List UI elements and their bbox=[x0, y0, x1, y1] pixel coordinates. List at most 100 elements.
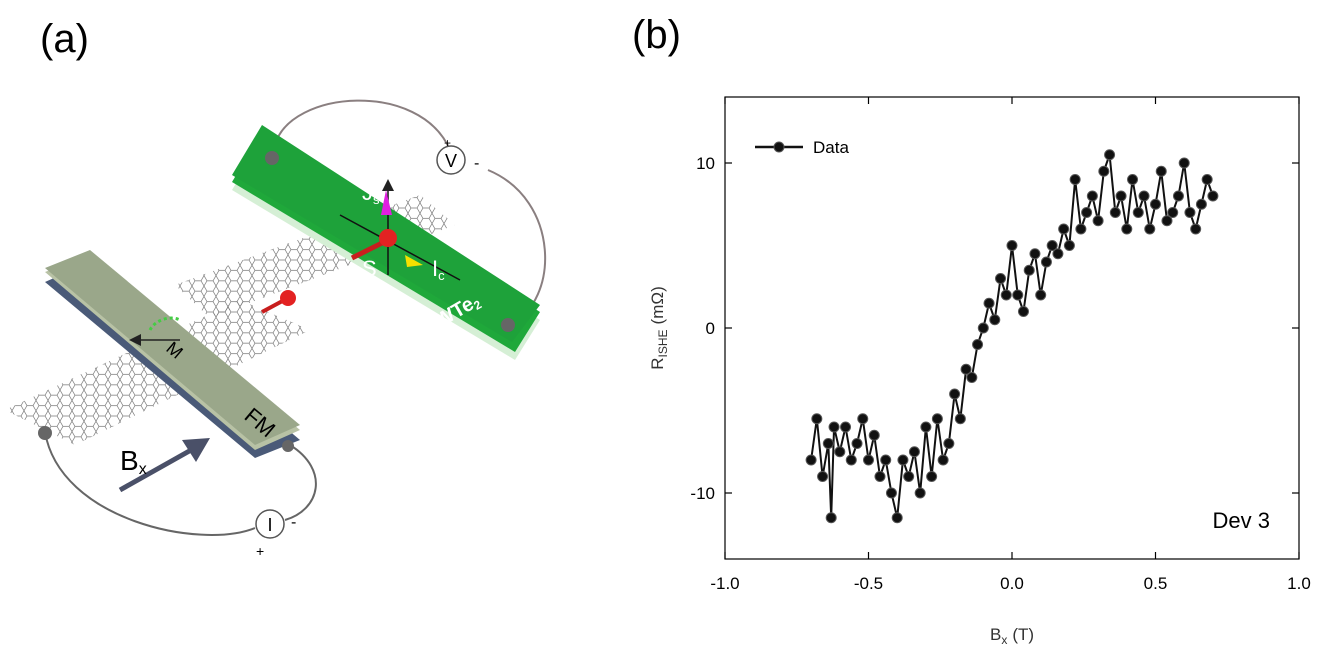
data-point bbox=[1052, 248, 1064, 260]
js-head bbox=[381, 190, 392, 215]
data-point bbox=[908, 446, 920, 458]
bx-main: B bbox=[120, 445, 139, 476]
x-axis-label: Bx (T) bbox=[990, 625, 1034, 647]
x-tick-label: 0.0 bbox=[1000, 574, 1024, 593]
wire bbox=[44, 431, 317, 536]
data-point bbox=[874, 471, 886, 482]
data-point bbox=[811, 413, 823, 425]
x-tick-label: -0.5 bbox=[854, 574, 883, 593]
voltmeter bbox=[436, 145, 466, 175]
data-point bbox=[822, 438, 834, 449]
y-label-sub: ISHE bbox=[656, 329, 670, 357]
data-point bbox=[1195, 198, 1207, 210]
js-label: Js bbox=[362, 180, 380, 207]
data-point bbox=[1172, 190, 1184, 202]
data-point bbox=[1092, 215, 1104, 227]
data-point bbox=[977, 322, 989, 334]
ammeter-minus: - bbox=[291, 514, 296, 531]
contact bbox=[38, 426, 52, 440]
x-tick-label: 1.0 bbox=[1287, 574, 1311, 593]
data-point bbox=[920, 421, 932, 433]
panel-label: (b) bbox=[632, 13, 681, 57]
js-main: J bbox=[362, 180, 373, 205]
ammeter bbox=[255, 509, 285, 539]
data-point bbox=[995, 273, 1007, 284]
data-point bbox=[1040, 256, 1052, 268]
data-point bbox=[1132, 207, 1144, 218]
plot-frame bbox=[724, 96, 1300, 560]
x-tick-label: -1.0 bbox=[710, 574, 739, 593]
data-point bbox=[817, 471, 829, 482]
ic-arrow bbox=[405, 255, 423, 267]
contact bbox=[501, 318, 515, 332]
data-point bbox=[1069, 174, 1081, 185]
data-point bbox=[891, 512, 903, 524]
data-point bbox=[1155, 165, 1167, 177]
data-point bbox=[954, 413, 966, 425]
voltmeter-label: V bbox=[445, 151, 457, 171]
data-point bbox=[828, 421, 840, 433]
ic-sub: c bbox=[438, 268, 445, 283]
data-point bbox=[1115, 190, 1127, 202]
annotation: Dev 3 bbox=[1213, 508, 1270, 533]
data-point bbox=[960, 363, 972, 375]
data-point bbox=[1201, 174, 1213, 185]
spin-ball bbox=[379, 229, 397, 247]
data-point bbox=[834, 446, 846, 458]
field-arrowhead bbox=[182, 438, 210, 462]
data-point bbox=[1081, 207, 1093, 218]
data-point bbox=[989, 314, 1001, 326]
data-point bbox=[1144, 223, 1156, 235]
fm-top bbox=[45, 250, 300, 445]
data-point bbox=[937, 454, 949, 466]
data-point bbox=[1046, 240, 1058, 251]
data-point bbox=[1035, 289, 1047, 301]
x-label-sub: x bbox=[1001, 633, 1007, 647]
data-point bbox=[1029, 248, 1041, 260]
data-point bbox=[1075, 223, 1087, 235]
data-point bbox=[868, 429, 880, 441]
data-point bbox=[1167, 207, 1179, 218]
data-point bbox=[1184, 207, 1196, 218]
panel-label: (a) bbox=[40, 17, 89, 61]
bx-label: Bx bbox=[120, 445, 147, 478]
data-point bbox=[1104, 149, 1116, 161]
bx-sub: x bbox=[139, 461, 147, 478]
voltmeter-plus: + bbox=[444, 136, 451, 150]
legend-label: Data bbox=[813, 138, 849, 157]
data-point bbox=[885, 487, 897, 499]
data-point bbox=[857, 413, 869, 425]
x-label-unit: (T) bbox=[1012, 625, 1034, 644]
data-point bbox=[851, 438, 863, 449]
data-point bbox=[1063, 240, 1075, 251]
data-point bbox=[943, 438, 955, 449]
ammeter-label: I bbox=[267, 515, 272, 535]
data-point bbox=[926, 471, 938, 482]
data-point bbox=[1150, 198, 1161, 210]
data-point bbox=[1109, 207, 1121, 218]
y-tick-label: 10 bbox=[696, 154, 715, 173]
data-point bbox=[949, 388, 961, 400]
x-label-main: B bbox=[990, 625, 1001, 644]
data-point bbox=[1161, 215, 1173, 227]
data-point bbox=[880, 454, 892, 466]
data-point bbox=[863, 454, 874, 466]
data-point bbox=[1121, 223, 1133, 235]
y-label-main: R bbox=[648, 357, 667, 369]
spin-ball bbox=[280, 290, 296, 306]
js-sub: s bbox=[373, 192, 380, 207]
ic-main: I bbox=[432, 256, 438, 281]
data-point bbox=[931, 413, 943, 425]
data-point bbox=[914, 487, 926, 499]
contact bbox=[265, 151, 279, 165]
data-point bbox=[1178, 157, 1190, 169]
data-point bbox=[1000, 289, 1012, 301]
contact bbox=[282, 440, 294, 452]
precession bbox=[148, 316, 181, 331]
legend-marker bbox=[773, 141, 785, 153]
data-point bbox=[1190, 223, 1202, 235]
data-point bbox=[983, 297, 995, 309]
ammeter-plus: + bbox=[256, 543, 264, 559]
data-point bbox=[1138, 190, 1150, 202]
